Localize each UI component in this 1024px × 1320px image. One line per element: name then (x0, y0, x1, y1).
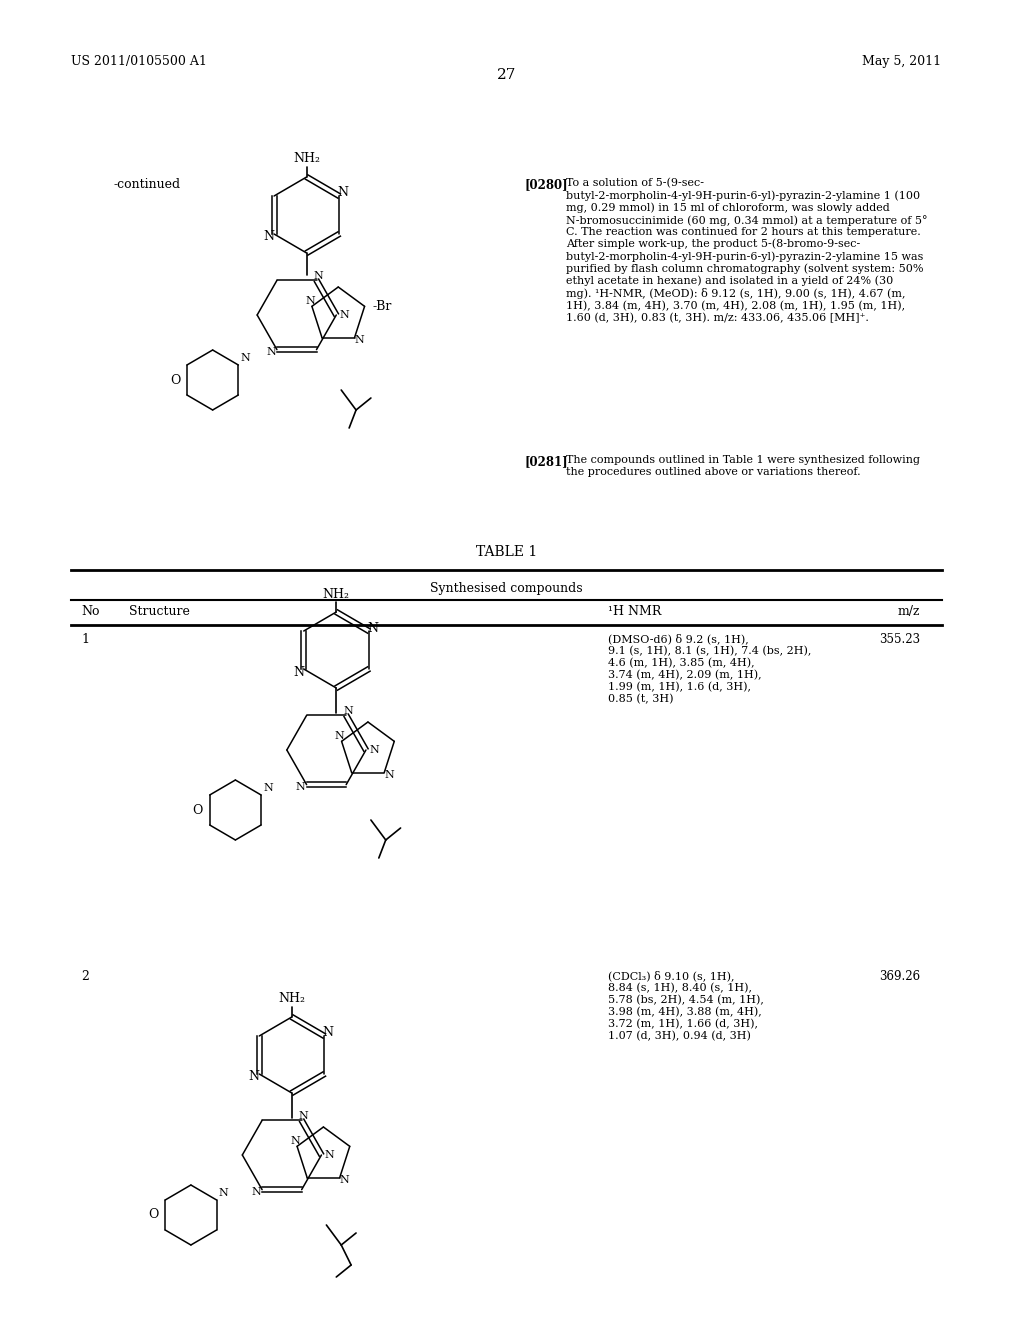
Text: Structure: Structure (129, 605, 189, 618)
Text: O: O (148, 1209, 159, 1221)
Text: -Br: -Br (373, 301, 392, 314)
Text: N: N (384, 770, 394, 780)
Text: N: N (263, 231, 274, 243)
Text: N: N (339, 310, 349, 319)
Text: N: N (249, 1071, 260, 1084)
Text: 369.26: 369.26 (879, 970, 920, 983)
Text: N: N (338, 186, 348, 199)
Text: m/z: m/z (897, 605, 920, 618)
Text: O: O (170, 374, 180, 387)
Text: N: N (369, 744, 379, 755)
Text: N: N (263, 783, 273, 793)
Text: NH₂: NH₂ (293, 153, 321, 165)
Text: N: N (219, 1188, 228, 1199)
Text: ¹H NMR: ¹H NMR (608, 605, 662, 618)
Text: Synthesised compounds: Synthesised compounds (430, 582, 583, 595)
Text: No: No (81, 605, 99, 618)
Text: 27: 27 (497, 69, 516, 82)
Text: (DMSO-d6) δ 9.2 (s, 1H),
9.1 (s, 1H), 8.1 (s, 1H), 7.4 (bs, 2H),
4.6 (m, 1H), 3.: (DMSO-d6) δ 9.2 (s, 1H), 9.1 (s, 1H), 8.… (608, 634, 812, 704)
Text: N: N (296, 781, 305, 792)
Text: To a solution of 5-(9-sec-
butyl-2-morpholin-4-yl-9H-purin-6-yl)-pyrazin-2-ylami: To a solution of 5-(9-sec- butyl-2-morph… (565, 178, 928, 323)
Text: TABLE 1: TABLE 1 (476, 545, 537, 558)
Text: N: N (293, 665, 304, 678)
Text: N: N (241, 352, 250, 363)
Text: N: N (313, 272, 324, 281)
Text: (CDCl₃) δ 9.10 (s, 1H),
8.84 (s, 1H), 8.40 (s, 1H),
5.78 (bs, 2H), 4.54 (m, 1H),: (CDCl₃) δ 9.10 (s, 1H), 8.84 (s, 1H), 8.… (608, 970, 764, 1041)
Text: N: N (354, 335, 365, 345)
Text: O: O (193, 804, 203, 817)
Text: May 5, 2011: May 5, 2011 (862, 55, 942, 69)
Text: 2: 2 (81, 970, 89, 983)
Text: N: N (368, 622, 378, 635)
Text: N: N (305, 297, 314, 306)
Text: NH₂: NH₂ (323, 587, 350, 601)
Text: N: N (335, 731, 344, 742)
Text: US 2011/0105500 A1: US 2011/0105500 A1 (72, 55, 207, 69)
Text: N: N (266, 347, 275, 356)
Text: [0280]: [0280] (524, 178, 568, 191)
Text: N: N (323, 1027, 334, 1040)
Text: N: N (340, 1175, 349, 1184)
Text: N: N (290, 1137, 300, 1146)
Text: NH₂: NH₂ (279, 993, 305, 1006)
Text: N: N (299, 1111, 308, 1122)
Text: N: N (343, 706, 353, 717)
Text: 1: 1 (81, 634, 89, 645)
Text: -continued: -continued (114, 178, 181, 191)
Text: N: N (251, 1187, 261, 1197)
Text: 355.23: 355.23 (879, 634, 920, 645)
Text: [0281]: [0281] (524, 455, 568, 469)
Text: N: N (325, 1150, 334, 1160)
Text: The compounds outlined in Table 1 were synthesized following
the procedures outl: The compounds outlined in Table 1 were s… (565, 455, 920, 477)
